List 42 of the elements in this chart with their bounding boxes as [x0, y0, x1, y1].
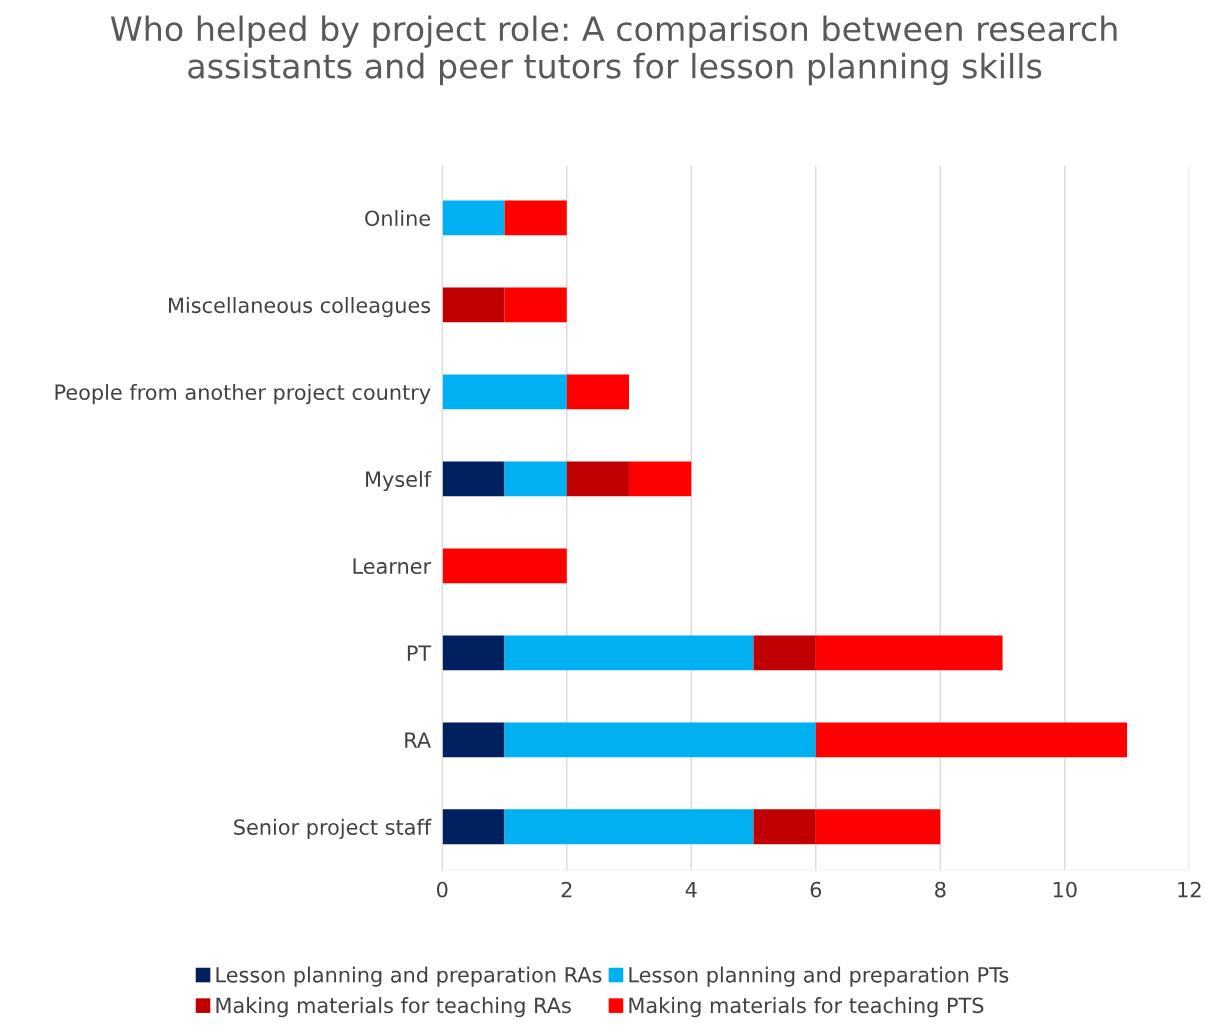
- legend-label: Making materials for teaching PTS: [629, 997, 984, 1018]
- bar: [442, 548, 567, 584]
- x-tick-label: 6: [810, 881, 822, 898]
- bar: [629, 461, 692, 497]
- bar: [504, 287, 567, 323]
- bar: [566, 461, 630, 497]
- bar: [504, 809, 754, 845]
- bar: [504, 635, 754, 671]
- legend-label: Lesson planning and preparation PTs: [629, 966, 1009, 987]
- y-tick-label: People from another project country: [55, 383, 431, 405]
- legend-label: Making materials for teaching RAs: [216, 997, 571, 1018]
- bar: [442, 635, 505, 671]
- x-tick-label: 4: [685, 881, 697, 898]
- bar: [504, 722, 816, 758]
- y-tick-label: Miscellaneous colleagues: [169, 297, 431, 318]
- bar: [504, 200, 567, 236]
- bar: [442, 722, 505, 758]
- x-tick-label: 2: [561, 881, 572, 898]
- bar: [442, 374, 567, 410]
- legend-label: Lesson planning and preparation RAs: [216, 966, 602, 987]
- bar: [815, 722, 1128, 758]
- y-tick-label: Online: [365, 210, 431, 227]
- chart-title: Who helped by project role: A comparison between research assistants and peer tutors for lesson planning skills: [110, 15, 1117, 86]
- y-tick-label: PT: [407, 645, 432, 661]
- y-tick-label: RA: [405, 732, 431, 748]
- bar: [566, 374, 630, 410]
- x-tick-label: 8: [935, 881, 946, 898]
- x-tick-label: 12: [1178, 881, 1201, 898]
- x-tick-label: 0: [436, 881, 448, 898]
- bar: [504, 461, 567, 497]
- bar: [442, 809, 505, 845]
- y-tick-label: Senior project staff: [234, 818, 432, 839]
- x-tick-label: 10: [1053, 881, 1077, 898]
- y-tick-label: Learner: [353, 558, 432, 575]
- bar: [753, 809, 816, 845]
- bar: [442, 287, 505, 323]
- bar: [753, 635, 816, 671]
- bar: [815, 635, 1003, 671]
- bar: [442, 200, 505, 236]
- bar: [815, 809, 941, 845]
- y-tick-label: Myself: [366, 470, 432, 492]
- bar: [442, 461, 505, 497]
